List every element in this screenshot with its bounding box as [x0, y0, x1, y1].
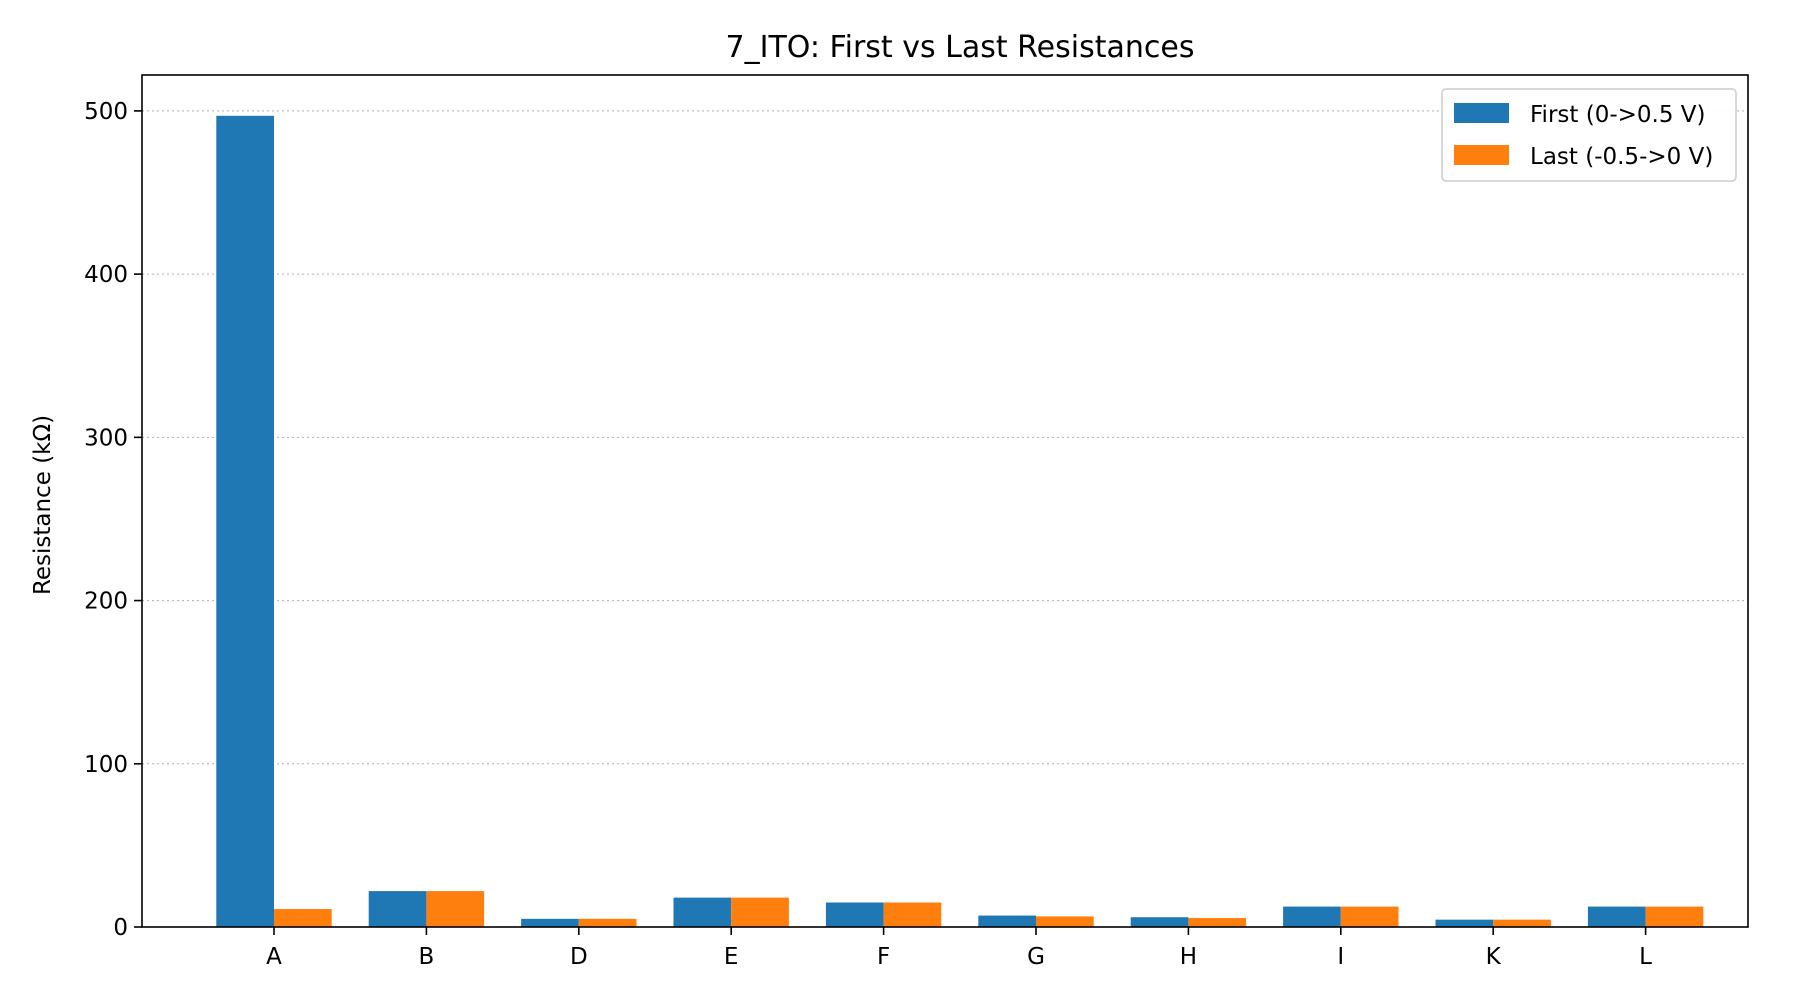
- y-tick-label: 0: [113, 915, 128, 941]
- legend-swatch: [1454, 103, 1509, 123]
- x-tick-label: G: [1027, 944, 1045, 970]
- axes: 0 100 200 300 400 500 A B D E F G H I K L: [84, 99, 1652, 970]
- bar-first-F: [825, 902, 884, 927]
- y-tick-label: 500: [84, 99, 128, 125]
- x-tick-label: F: [877, 944, 890, 970]
- y-tick-label: 100: [84, 752, 128, 778]
- bar-first-H: [1130, 917, 1189, 927]
- chart-title: 7_ITO: First vs Last Resistances: [726, 30, 1195, 65]
- x-tick-label: L: [1639, 944, 1652, 970]
- x-tick-label: B: [419, 944, 435, 970]
- bar-last-G: [1036, 916, 1094, 927]
- plot-frame: [141, 74, 1749, 928]
- bar-first-I: [1283, 906, 1341, 927]
- bar-first-E: [673, 897, 732, 927]
- x-tick-label: D: [570, 944, 588, 970]
- x-tick-label: H: [1180, 944, 1197, 970]
- y-tick-label: 400: [84, 262, 128, 288]
- grid-lines: [142, 110, 1748, 765]
- y-axis-label: Resistance (kΩ): [30, 415, 56, 595]
- legend: First (0->0.5 V) Last (-0.5->0 V): [1441, 88, 1737, 182]
- x-tick-label: E: [724, 944, 739, 970]
- x-tick-label: K: [1486, 944, 1502, 970]
- bar-last-F: [883, 902, 942, 927]
- legend-label: Last (-0.5->0 V): [1530, 144, 1713, 170]
- bar-first-A: [216, 115, 274, 928]
- legend-box: [1441, 88, 1737, 182]
- bars: [216, 115, 1704, 928]
- bar-last-K: [1493, 919, 1551, 927]
- legend-label: First (0->0.5 V): [1530, 102, 1706, 128]
- bar-last-H: [1188, 918, 1247, 927]
- bar-first-G: [978, 915, 1036, 927]
- y-tick-label: 300: [84, 425, 128, 451]
- bar-last-B: [426, 891, 485, 927]
- x-tick-label: A: [266, 944, 282, 970]
- bar-last-A: [274, 909, 332, 927]
- bar-first-D: [521, 918, 579, 927]
- bar-last-L: [1645, 906, 1704, 927]
- bar-last-I: [1340, 906, 1399, 927]
- bar-last-D: [578, 918, 637, 927]
- bar-first-B: [368, 891, 427, 927]
- bar-last-E: [731, 897, 789, 927]
- legend-swatch: [1454, 145, 1509, 165]
- bar-first-L: [1587, 906, 1646, 927]
- x-tick-label: I: [1337, 944, 1344, 970]
- bar-first-K: [1435, 919, 1494, 927]
- y-tick-label: 200: [84, 589, 128, 615]
